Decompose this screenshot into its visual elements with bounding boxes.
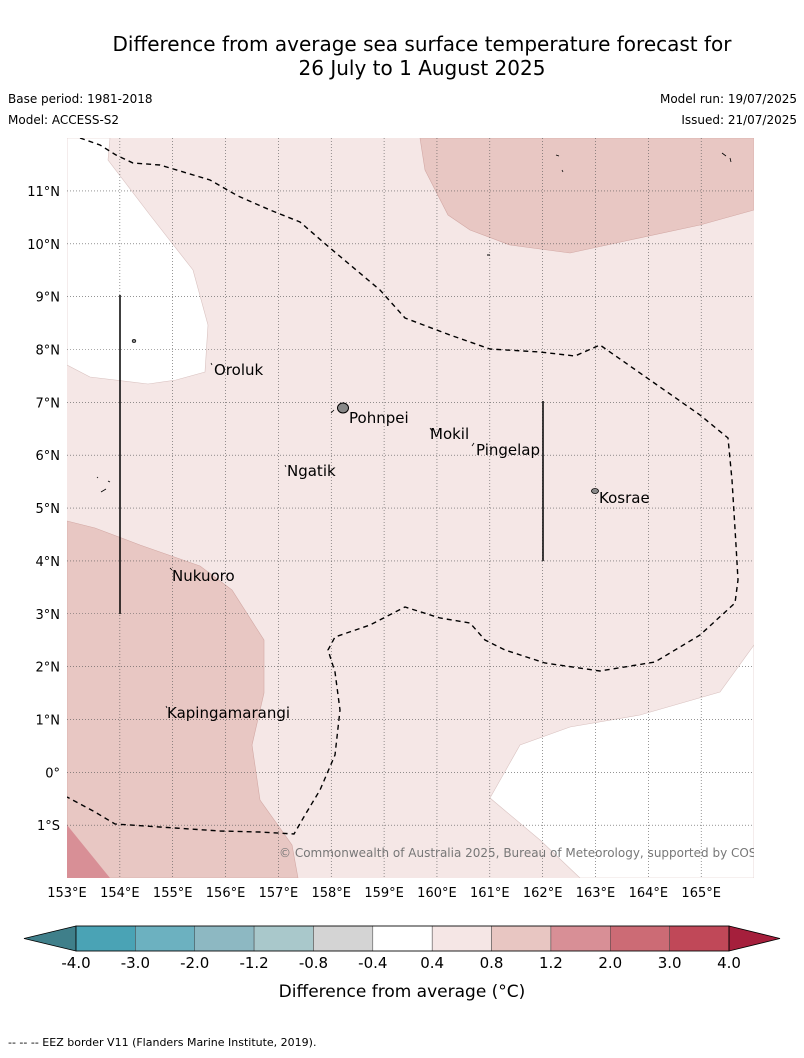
longitude-tick-label: 160°E	[417, 886, 457, 901]
latitude-labels: 11°N 10°N 9°N 8°N 7°N 6°N 5°N 4°N 3°N 2°N 1°N 0° 1°S	[27, 185, 60, 834]
longitude-tick-label: 156°E	[206, 886, 246, 901]
colorbar-tick-label: -0.4	[358, 954, 387, 972]
graticule	[67, 138, 754, 878]
eez-border	[67, 138, 739, 835]
neutral-zone-northwest	[67, 138, 209, 385]
colorbar-extend-high	[728, 925, 781, 952]
chart-title: Difference from average sea surface temp…	[0, 32, 804, 80]
colorbar-segment	[610, 925, 670, 952]
longitude-tick-label: 163°E	[576, 886, 616, 901]
latitude-tick-label: 1°S	[37, 819, 60, 834]
place-label-pohnpei: Pohnpei	[349, 409, 409, 427]
longitude-tick-label: 154°E	[100, 886, 140, 901]
colorbar-tick-label: 3.0	[658, 954, 682, 972]
kosrae-island	[591, 488, 599, 494]
colorbar-segment	[75, 925, 136, 952]
longitude-tick-label: 159°E	[364, 886, 404, 901]
colorbar-label: Difference from average (°C)	[279, 982, 526, 1002]
longitude-tick-label: 153°E	[47, 886, 87, 901]
latitude-tick-label: 4°N	[36, 555, 61, 570]
colorbar-segment	[194, 925, 255, 952]
latitude-tick-label: 10°N	[27, 238, 60, 253]
title-line-1: Difference from average sea surface temp…	[112, 32, 732, 56]
colorbar-segment	[669, 925, 730, 952]
model-name: Model: ACCESS-S2	[8, 113, 120, 127]
place-label-pingelap: Pingelap	[476, 441, 540, 459]
atoll-islets-north	[555, 154, 564, 173]
longitude-tick-label: 162°E	[523, 886, 563, 901]
model-run: Model run: 19/07/2025	[659, 92, 797, 106]
place-label-kapingamarangi: Kapingamarangi	[167, 704, 290, 722]
colorbar-frame	[75, 925, 730, 952]
latitude-tick-label: 11°N	[27, 185, 60, 200]
colorbar-segment	[135, 925, 195, 952]
colorbar: -4.0 -3.0 -2.0 -1.2 -0.8 -0.4 0.4 0.8 1.2 2.0 3.0 4…	[23, 925, 781, 972]
latitude-tick-label: 6°N	[36, 449, 61, 464]
latitude-tick-label: 3°N	[36, 608, 61, 623]
pohnpei-island	[337, 402, 349, 414]
colorbar-tick-label: -3.0	[121, 954, 150, 972]
longitude-tick-label: 158°E	[311, 886, 351, 901]
atoll-islets-northeast	[721, 152, 732, 163]
longitude-tick-label: 157°E	[259, 886, 299, 901]
longitude-tick-label: 164°E	[629, 886, 669, 901]
colorbar-segment	[372, 925, 433, 952]
latitude-tick-label: 1°N	[36, 713, 61, 728]
longitude-labels: 153°E 154°E 155°E 156°E 157°E 158°E 159°E 160°E…	[47, 886, 721, 901]
colorbar-tick-label: -1.2	[239, 954, 268, 972]
colorbar-segment	[491, 925, 552, 952]
place-label-mokil: Mokil	[430, 425, 469, 443]
colorbar-extend-low	[23, 925, 77, 952]
latitude-tick-label: 9°N	[36, 291, 61, 306]
latitude-tick-label: 0°	[45, 766, 60, 781]
colorbar-tick-label: 4.0	[717, 954, 741, 972]
sst-anomaly-map: © Commonwealth of Australia 2025, Bureau…	[23, 138, 784, 1002]
colorbar-segment	[550, 925, 611, 952]
longitude-tick-label: 161°E	[470, 886, 510, 901]
title-line-2: 26 July to 1 August 2025	[298, 56, 546, 80]
colorbar-tick-label: -2.0	[180, 954, 209, 972]
copyright-notice: © Commonwealth of Australia 2025, Bureau…	[279, 846, 784, 860]
colorbar-tick-label: 0.4	[420, 954, 444, 972]
atoll-islet	[131, 339, 137, 343]
latitude-tick-label: 8°N	[36, 344, 61, 359]
colorbar-tick-label: 0.8	[480, 954, 504, 972]
place-label-nukuoro: Nukuoro	[172, 567, 235, 585]
map-area: © Commonwealth of Australia 2025, Bureau…	[67, 138, 784, 878]
neutral-zone-southeast	[489, 644, 754, 878]
hot-zone-southwest	[67, 825, 110, 878]
colorbar-segment	[253, 925, 314, 952]
colorbar-segment	[431, 925, 492, 952]
latitude-tick-label: 7°N	[36, 396, 61, 411]
atoll-islets-west	[96, 476, 111, 493]
colorbar-tick-label: -4.0	[61, 954, 90, 972]
warm-zone-southwest	[67, 520, 299, 878]
latitude-tick-label: 5°N	[36, 502, 61, 517]
latitude-tick-label: 2°N	[36, 661, 61, 676]
warm-zone-north	[419, 138, 754, 254]
place-label-kosrae: Kosrae	[599, 489, 650, 507]
issued-date: Issued: 21/07/2025	[681, 113, 797, 127]
colorbar-segment	[313, 925, 374, 952]
place-labels: Oroluk Pohnpei Mokil Pingelap Ngatik Kosrae Nu…	[167, 361, 650, 722]
base-period: Base period: 1981-2018	[8, 92, 153, 106]
pohnpei-islet	[330, 409, 335, 414]
place-label-ngatik: Ngatik	[287, 462, 336, 480]
colorbar-tick-label: -0.8	[299, 954, 328, 972]
longitude-tick-label: 165°E	[681, 886, 721, 901]
place-label-oroluk: Oroluk	[214, 361, 263, 379]
colorbar-tick-label: 1.2	[539, 954, 563, 972]
colorbar-tick-label: 2.0	[598, 954, 622, 972]
eez-source-note: -- -- -- EEZ border V11 (Flanders Marine…	[8, 1036, 317, 1049]
longitude-tick-label: 155°E	[153, 886, 193, 901]
atoll-markers	[165, 362, 475, 709]
